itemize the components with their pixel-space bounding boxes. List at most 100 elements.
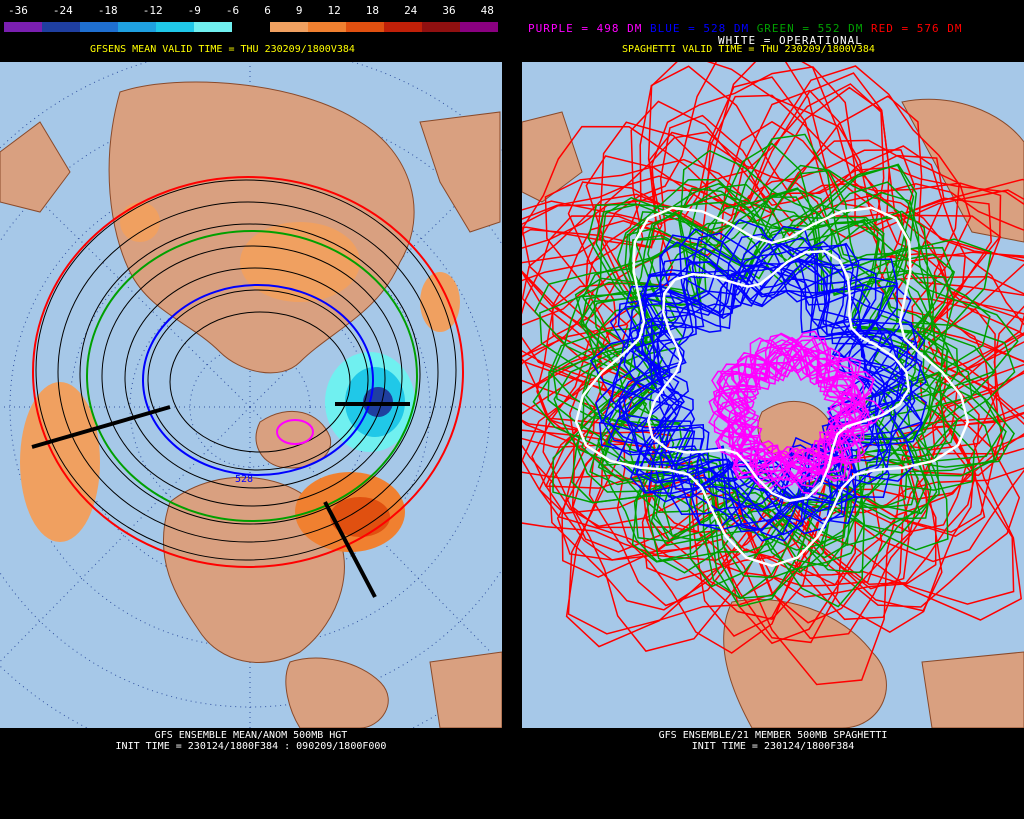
spaghetti-legend: PURPLE = 498 DM BLUE = 528 DM GREEN = 55…	[528, 22, 963, 35]
trough-axes	[31, 402, 410, 598]
spaghetti-member-line	[585, 218, 959, 559]
land-masses	[522, 98, 1024, 728]
ensemble-mean-panel: -36 -24 -18 -12 -9 -6 6 9 12 18 24 36 48…	[0, 0, 502, 819]
positive-anomaly	[120, 202, 160, 242]
colorbar-swatch	[422, 22, 460, 32]
europe-land	[419, 111, 501, 233]
contour-552	[86, 230, 418, 522]
europe-land	[901, 98, 1024, 243]
spaghetti-member-line	[636, 266, 883, 490]
colorbar-swatch	[308, 22, 346, 32]
ensemble-mean-map-svg: 528	[0, 62, 502, 728]
spaghetti-member-line	[716, 348, 870, 488]
spaghetti-member-line	[553, 163, 1016, 599]
spaghetti-member-line	[713, 337, 862, 482]
colorbar-labels: -36 -24 -18 -12 -9 -6 6 9 12 18 24 36 48	[4, 4, 498, 18]
colorbar-swatch	[232, 22, 270, 32]
spaghetti-member-line	[623, 233, 926, 525]
left-footer-line1: GFS ENSEMBLE MEAN/ANOM 500MB HGT	[154, 730, 348, 741]
spaghetti-lines	[522, 62, 1024, 686]
positive-anomaly	[330, 497, 390, 537]
spaghetti-member-line	[522, 94, 1024, 612]
positive-anomaly	[20, 382, 100, 542]
spaghetti-member-line	[726, 341, 870, 484]
right-map-title: SPAGHETTI VALID TIME = THU 230209/1800V3…	[622, 44, 875, 55]
colorbar-swatch	[194, 22, 232, 32]
spaghetti-member-line	[729, 351, 854, 470]
height-contours	[35, 179, 457, 561]
colorbar-label: -18	[97, 4, 118, 17]
spaghetti-panel: PURPLE = 498 DM BLUE = 528 DM GREEN = 55…	[522, 0, 1024, 819]
africa-land	[522, 111, 583, 203]
colorbar-label: 12	[327, 4, 341, 17]
operational-line	[574, 206, 970, 568]
spaghetti-member-line	[712, 336, 862, 482]
legend-white: WHITE = OPERATIONAL	[718, 34, 863, 47]
spaghetti-member-line	[708, 339, 864, 490]
spaghetti-member-line	[728, 345, 866, 476]
right-footer: GFS ENSEMBLE/21 MEMBER 500MB SPAGHETTI I…	[522, 730, 1024, 752]
colorbar-label: -24	[52, 4, 73, 17]
colorbar-swatch	[384, 22, 422, 32]
contour-576	[32, 176, 464, 568]
right-footer-line2: INIT TIME = 230124/1800F384	[691, 741, 855, 752]
spaghetti-member-line	[549, 183, 976, 588]
colorbar-label: 48	[480, 4, 494, 17]
spaghetti-map-svg	[522, 62, 1024, 728]
north-america-land	[723, 598, 887, 728]
colorbar-swatch	[80, 22, 118, 32]
spaghetti-member-line	[610, 232, 912, 515]
spaghetti-member-line	[551, 120, 1024, 590]
contour-label: 528	[235, 474, 253, 485]
colorbar-label: 6	[264, 4, 271, 17]
contour-528	[142, 284, 374, 476]
colorbar-label: -6	[225, 4, 240, 17]
legend-green: GREEN = 552 DM	[756, 22, 864, 35]
colorbar-label: -9	[187, 4, 201, 17]
legend-red: RED = 576 DM	[871, 22, 963, 35]
south-america-land	[921, 651, 1024, 728]
africa-land	[0, 121, 71, 213]
legend-blue: BLUE = 528 DM	[649, 22, 750, 35]
spaghetti-member-line	[532, 178, 1007, 608]
panel-divider	[502, 0, 522, 819]
colorbar-swatch	[42, 22, 80, 32]
central-america-land	[285, 657, 389, 728]
left-footer-line2: INIT TIME = 230124/1800F384 : 090209/180…	[115, 741, 387, 752]
colorbar-label: -36	[8, 4, 28, 17]
spaghetti-map	[522, 62, 1024, 728]
colorbar-label: 24	[404, 4, 418, 17]
colorbar-label: 9	[295, 4, 303, 17]
colorbar-label: 18	[365, 4, 380, 17]
colorbar-swatch	[346, 22, 384, 32]
contour-498	[276, 419, 314, 445]
eurasia-land	[108, 81, 415, 374]
colorbar-swatch	[460, 22, 498, 32]
spaghetti-member-line	[617, 236, 906, 506]
trough-axis-line	[31, 405, 171, 449]
colorbar-swatch	[118, 22, 156, 32]
operational-line	[647, 249, 910, 502]
south-america-land	[429, 651, 502, 728]
ensemble-mean-map: 528	[0, 62, 502, 728]
colorbar-swatch	[4, 22, 42, 32]
colorbar-swatch	[270, 22, 308, 32]
trough-axis-line	[323, 501, 377, 598]
spaghetti-member-line	[533, 133, 1019, 574]
spaghetti-member-line	[522, 65, 1024, 686]
legend-purple: PURPLE = 498 DM	[528, 22, 643, 35]
left-map-title: GFSENS MEAN VALID TIME = THU 230209/1800…	[90, 44, 355, 55]
spaghetti-member-line	[716, 332, 874, 483]
anomaly-colorbar: -36 -24 -18 -12 -9 -6 6 9 12 18 24 36 48	[4, 4, 498, 32]
colorbar-swatches	[4, 22, 498, 32]
spaghetti-member-line	[731, 348, 857, 475]
colorbar-label: 36	[442, 4, 456, 17]
spaghetti-member-line	[522, 89, 1024, 621]
spaghetti-member-line	[622, 244, 924, 531]
colorbar-swatch	[156, 22, 194, 32]
land-masses	[0, 81, 502, 728]
left-footer: GFS ENSEMBLE MEAN/ANOM 500MB HGT INIT TI…	[0, 730, 502, 752]
positive-anomaly	[420, 272, 460, 332]
colorbar-label: -12	[142, 4, 163, 17]
spaghetti-member-line	[522, 62, 1024, 635]
